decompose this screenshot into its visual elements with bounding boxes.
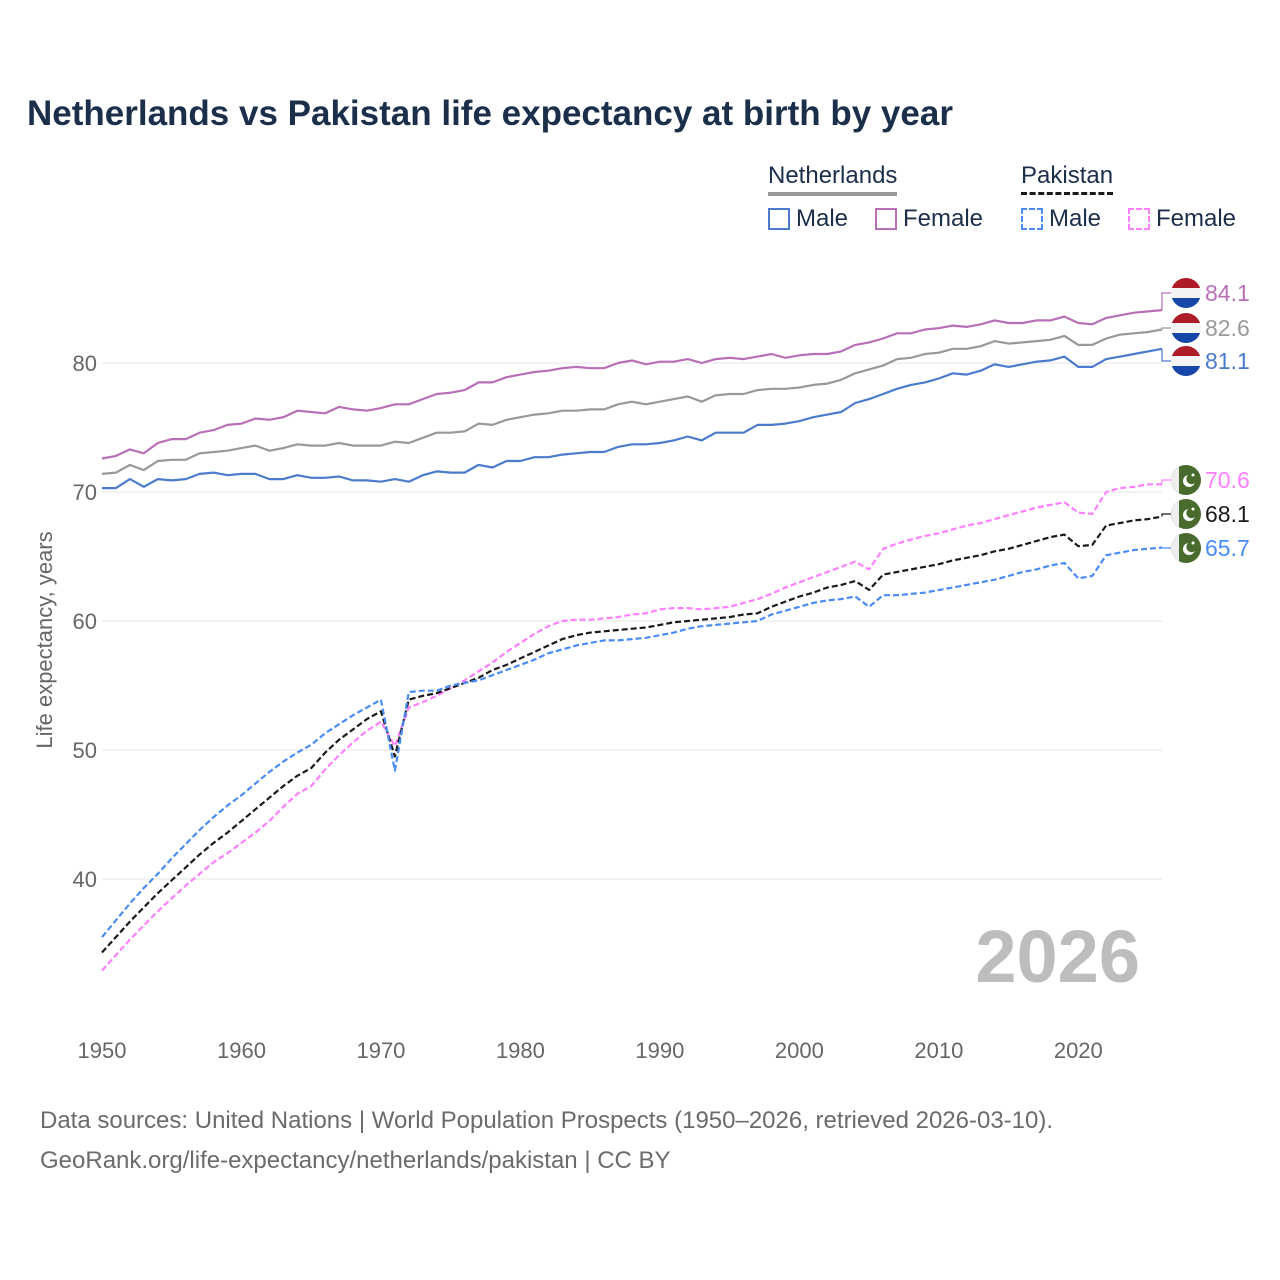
legend-swatch <box>768 208 790 230</box>
footer-sources: Data sources: United Nations | World Pop… <box>40 1107 1054 1134</box>
legend-label: Male <box>1049 205 1102 232</box>
end-value-label: 81.1 <box>1205 348 1250 374</box>
legend-item-pk-female[interactable]: Female <box>1128 205 1236 233</box>
year-watermark: 2026 <box>975 915 1140 998</box>
series-line-netherlands-total <box>101 328 1163 475</box>
x-tick-label: 2010 <box>914 1038 963 1063</box>
series-line-netherlands-male <box>102 347 1163 490</box>
legend-item-nl-female[interactable]: Female <box>875 205 983 233</box>
end-label-connector <box>1161 513 1172 517</box>
legend-swatch <box>875 208 897 230</box>
legend-swatch <box>1021 208 1043 230</box>
y-tick-label: 80 <box>73 351 97 376</box>
end-labels: 84.1 82.6 81.1 70.6 68.1 65.7 <box>1161 278 1250 563</box>
netherlands-flag-icon <box>1171 346 1201 376</box>
end-label-connector <box>1161 327 1172 330</box>
legend-swatch <box>1128 208 1150 230</box>
end-label-connector <box>1161 547 1172 549</box>
x-tick-label: 1990 <box>635 1038 684 1063</box>
end-value-label: 65.7 <box>1205 535 1250 561</box>
legend-item-nl-male[interactable]: Male <box>768 205 848 233</box>
footer-link[interactable]: GeoRank.org/life-expectancy/netherlands/… <box>40 1147 671 1174</box>
x-tick-label: 2020 <box>1054 1038 1103 1063</box>
legend-total-line <box>1021 192 1114 195</box>
legend-label: Female <box>903 205 984 232</box>
end-label-connector <box>1161 292 1172 311</box>
end-label-connector <box>1161 479 1172 485</box>
series-line-netherlands-female <box>101 309 1163 460</box>
pakistan-flag-icon <box>1171 533 1201 563</box>
netherlands-flag-icon <box>1171 278 1201 308</box>
x-tick-label: 1980 <box>496 1038 545 1063</box>
x-tick-label: 1960 <box>217 1038 266 1063</box>
netherlands-flag-icon <box>1171 313 1201 343</box>
end-value-label: 68.1 <box>1205 501 1250 527</box>
series-line-pakistan-male <box>101 546 1163 938</box>
legend-group-label: Pakistan <box>1021 162 1114 189</box>
pakistan-flag-icon <box>1171 465 1201 495</box>
pakistan-flag-icon <box>1171 499 1201 529</box>
legend-item-pk-male[interactable]: Male <box>1021 205 1101 233</box>
x-axis-ticks: 1950 1960 1970 1980 1990 2000 2010 2020 <box>78 1038 1103 1063</box>
series-line-pakistan-female <box>101 483 1162 972</box>
legend-label: Male <box>796 205 849 232</box>
y-axis-ticks: 40 50 60 70 80 <box>73 351 97 892</box>
y-tick-label: 70 <box>73 480 97 505</box>
x-tick-label: 1970 <box>356 1038 405 1063</box>
legend-group-label: Netherlands <box>768 162 898 189</box>
x-tick-label: 1950 <box>78 1038 127 1063</box>
chart-title: Netherlands vs Pakistan life expectancy … <box>27 94 953 133</box>
y-tick-label: 60 <box>73 609 97 634</box>
x-tick-label: 2000 <box>775 1038 824 1063</box>
series-lines <box>101 309 1163 972</box>
y-tick-label: 50 <box>73 738 97 763</box>
legend-label: Female <box>1156 205 1237 232</box>
end-value-label: 84.1 <box>1205 280 1250 306</box>
series-line-pakistan-total <box>101 515 1163 954</box>
end-label-connector <box>1161 348 1172 362</box>
y-axis-label: Life expectancy, years <box>32 531 57 748</box>
legend-group-pakistan: Pakistan <box>1021 162 1114 195</box>
end-value-label: 82.6 <box>1205 315 1250 341</box>
grid <box>102 362 1162 880</box>
y-tick-label: 40 <box>73 867 97 892</box>
legend-total-line <box>768 192 898 196</box>
legend-group-netherlands: Netherlands <box>768 162 898 196</box>
end-value-label: 70.6 <box>1205 467 1250 493</box>
